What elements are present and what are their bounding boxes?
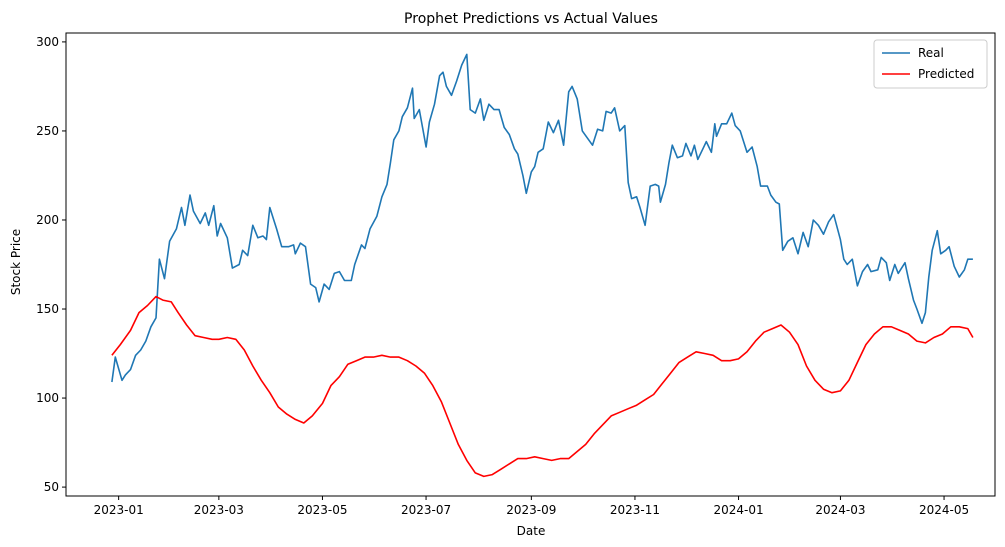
plot-area [111,53,974,478]
x-tick-label: 2023-01 [94,503,144,517]
legend-box [873,39,988,89]
x-tick-label: 2023-05 [297,503,347,517]
chart-title: Prophet Predictions vs Actual Values [404,11,658,27]
legend-label-predicted: Predicted [918,67,974,81]
y-axis-title: Stock Price [9,229,23,295]
x-tick-label: 2024-03 [815,503,865,517]
y-tick-label: 300 [36,35,59,49]
x-axis-title: Date [517,524,546,538]
plot-frame [65,32,996,497]
y-axis: 50 100 150 200 250 300 [36,35,66,494]
y-tick-label: 150 [36,302,59,316]
y-tick-label: 100 [36,391,59,405]
y-tick-label: 250 [36,124,59,138]
x-tick-label: 2023-09 [506,503,556,517]
x-tick-label: 2024-05 [919,503,969,517]
legend-label-real: Real [918,46,944,60]
y-tick-label: 200 [36,213,59,227]
x-tick-label: 2023-07 [401,503,451,517]
series-line-real [111,53,973,383]
legend: Real Predicted [873,39,988,89]
x-axis: 2023-01 2023-03 2023-05 2023-07 2023-09 2023-… [94,496,969,517]
x-tick-label: 2024-01 [713,503,763,517]
series-line-predicted [111,295,974,478]
y-tick-label: 50 [44,480,59,494]
x-tick-label: 2023-11 [610,503,660,517]
x-tick-label: 2023-03 [194,503,244,517]
